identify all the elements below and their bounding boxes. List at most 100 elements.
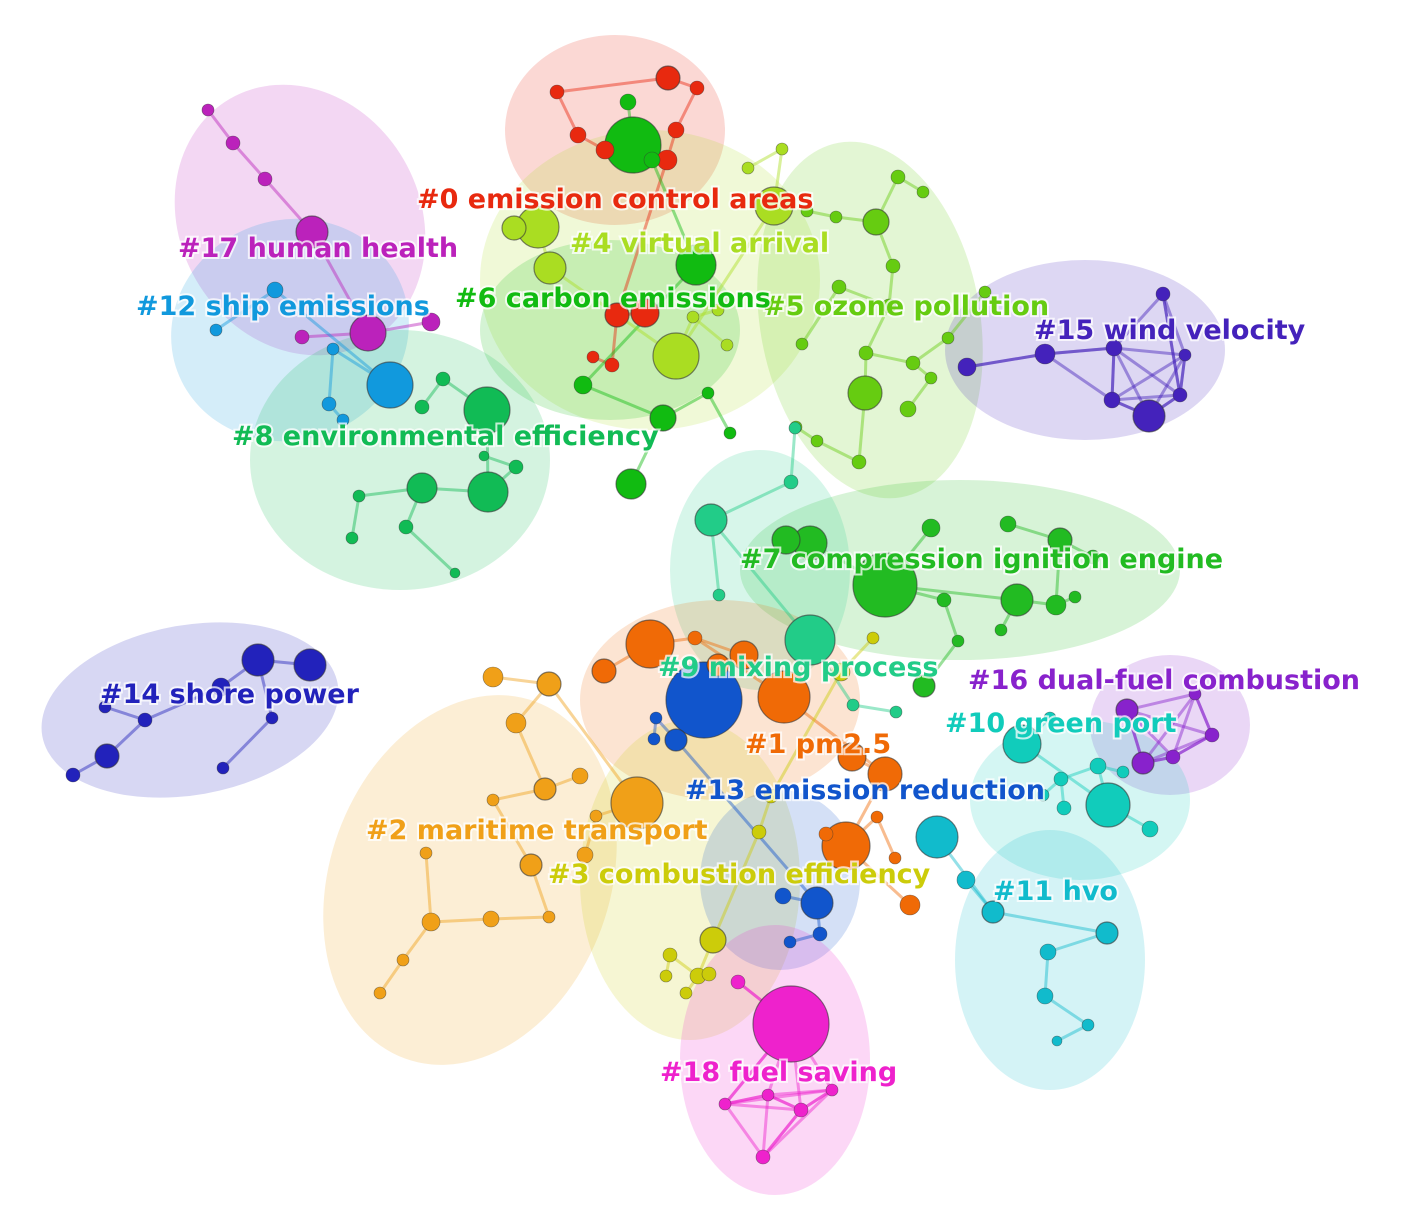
edge xyxy=(1112,292,1165,350)
node-cluster-3 xyxy=(866,631,880,645)
cluster-label-15: #15 wind velocity xyxy=(1034,315,1306,346)
node-cluster-4 xyxy=(775,142,789,156)
node-cluster-17 xyxy=(294,329,310,345)
cluster-hull-18 xyxy=(680,925,870,1195)
edge xyxy=(1044,346,1115,356)
node-cluster-14 xyxy=(98,700,112,714)
cluster-label-17: #17 human health xyxy=(178,233,458,264)
edge xyxy=(556,76,669,94)
edge xyxy=(1044,346,1115,356)
node-cluster-11 xyxy=(1081,1018,1095,1032)
node-cluster-8 xyxy=(449,567,461,579)
node-cluster-13 xyxy=(664,728,688,752)
edge xyxy=(769,671,843,797)
edge xyxy=(582,383,664,420)
node-cluster-11 xyxy=(1039,943,1057,961)
cluster-label-18: #18 fuel saving xyxy=(660,1057,897,1088)
node-cluster-7 xyxy=(999,515,1017,533)
edge xyxy=(706,392,732,434)
edge xyxy=(1171,693,1197,758)
node-cluster-0 xyxy=(549,84,565,100)
edge xyxy=(1126,692,1196,712)
edge xyxy=(327,348,335,405)
node-cluster-3 xyxy=(763,788,779,804)
node-cluster-15 xyxy=(957,357,977,377)
node-cluster-5 xyxy=(829,210,843,224)
edge xyxy=(709,519,812,641)
edge xyxy=(692,315,728,347)
edge xyxy=(615,159,669,316)
node-cluster-9 xyxy=(788,421,802,435)
node-cluster-9 xyxy=(712,588,726,602)
node-cluster-4 xyxy=(741,161,755,175)
node-cluster-1 xyxy=(870,810,884,824)
cluster-label-13: #13 emission reduction xyxy=(685,775,1045,806)
node-cluster-1 xyxy=(821,821,871,871)
node-cluster-5 xyxy=(795,337,809,351)
node-cluster-1 xyxy=(888,851,902,865)
node-cluster-3 xyxy=(831,662,851,682)
node-cluster-16 xyxy=(1188,687,1202,701)
cluster-label-0: #0 emission control areas xyxy=(417,184,813,215)
node-cluster-6 xyxy=(573,375,593,395)
edge xyxy=(674,205,776,357)
edge xyxy=(761,1088,834,1159)
cluster-label-3: #3 combustion efficiency xyxy=(548,859,931,890)
node-cluster-7 xyxy=(1000,583,1034,617)
node-cluster-10 xyxy=(1043,711,1057,725)
edge xyxy=(816,439,860,464)
node-cluster-14 xyxy=(137,712,153,728)
node-cluster-8 xyxy=(467,471,509,513)
node-cluster-5 xyxy=(851,454,867,470)
node-cluster-5 xyxy=(916,185,930,199)
edge xyxy=(800,286,841,345)
node-cluster-2 xyxy=(505,712,527,734)
node-cluster-5 xyxy=(858,345,874,361)
node-cluster-9 xyxy=(889,705,903,719)
edge xyxy=(1141,693,1197,764)
edge xyxy=(1161,293,1182,396)
node-cluster-1 xyxy=(837,742,867,772)
node-cluster-0 xyxy=(667,121,685,139)
node-cluster-10 xyxy=(1036,788,1050,802)
edge xyxy=(724,1093,769,1106)
node-cluster-13 xyxy=(783,935,797,949)
edge xyxy=(144,685,222,722)
node-cluster-15 xyxy=(1034,343,1056,365)
node-cluster-7 xyxy=(771,525,801,555)
edge xyxy=(966,352,1046,369)
node-cluster-6 xyxy=(675,244,717,286)
edge xyxy=(1111,353,1186,402)
edge xyxy=(231,142,267,180)
node-cluster-2 xyxy=(396,953,410,967)
node-cluster-7 xyxy=(994,623,1008,637)
edge xyxy=(946,291,987,339)
edge xyxy=(1044,994,1089,1027)
node-cluster-9 xyxy=(783,474,799,490)
node-cluster-2 xyxy=(421,912,441,932)
edge xyxy=(724,1093,769,1106)
node-cluster-2 xyxy=(482,910,500,928)
node-cluster-14 xyxy=(65,767,81,783)
node-cluster-1 xyxy=(757,670,811,724)
node-cluster-13 xyxy=(665,661,743,739)
edge xyxy=(723,1103,765,1158)
edge xyxy=(1044,352,1113,402)
node-cluster-3 xyxy=(659,969,673,983)
edge xyxy=(724,1102,802,1112)
node-cluster-8 xyxy=(414,399,430,415)
node-cluster-11 xyxy=(915,815,959,859)
node-cluster-5 xyxy=(847,375,883,411)
node-cluster-14 xyxy=(241,643,275,677)
cluster-label-14: #14 shore power xyxy=(100,679,360,710)
node-cluster-17 xyxy=(225,135,241,151)
edge xyxy=(350,495,361,539)
cluster-label-8: #8 environmental efficiency xyxy=(232,421,659,452)
cluster-label-7: #7 compression ignition engine xyxy=(740,544,1223,575)
cluster-label-10: #10 green port xyxy=(945,708,1177,739)
node-cluster-3 xyxy=(699,926,727,954)
cluster-labels: #0 emission control areas #1 pm2.5 #2 ma… xyxy=(98,182,1362,1090)
edge xyxy=(724,1088,833,1106)
node-cluster-12 xyxy=(336,413,350,427)
node-cluster-4 xyxy=(686,310,700,324)
